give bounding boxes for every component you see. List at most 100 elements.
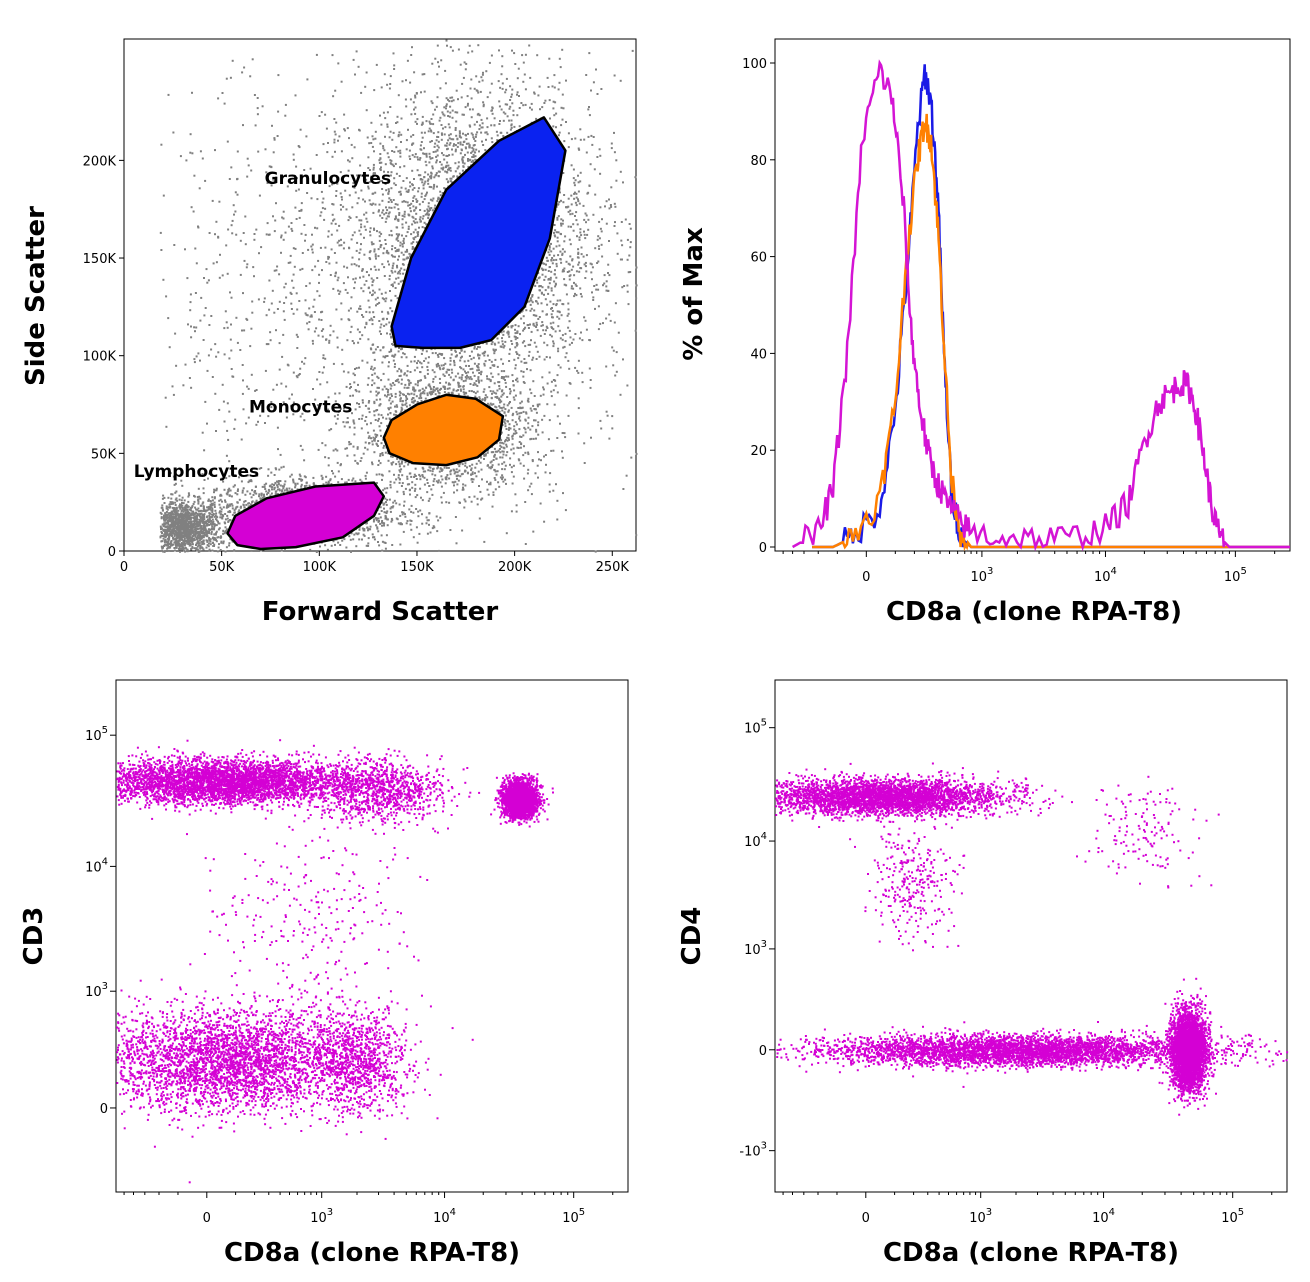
event-dot: [436, 480, 438, 482]
event-dot: [461, 378, 463, 380]
event-dot: [176, 497, 178, 499]
event-dot: [385, 515, 387, 517]
event-dot: [461, 530, 463, 532]
event-dot: [523, 445, 525, 447]
event-dot: [399, 400, 401, 402]
event-dot: [184, 499, 186, 501]
event-dot: [475, 380, 477, 382]
event-dot: [388, 394, 390, 396]
event-dot: [494, 479, 496, 481]
event-dot: [505, 454, 507, 456]
event-dot: [175, 517, 177, 519]
event-dot: [220, 513, 222, 515]
event-dot: [388, 399, 390, 401]
event-dot: [242, 490, 244, 492]
event-dot: [526, 368, 528, 370]
event-dot: [304, 475, 306, 477]
event-dot: [208, 531, 210, 533]
event-dot: [337, 462, 339, 464]
event-dot: [537, 404, 539, 406]
event-dot: [509, 457, 511, 459]
event-dot: [368, 442, 370, 444]
event-dot: [294, 486, 296, 488]
event-dot: [177, 517, 179, 519]
event-dot: [390, 412, 392, 414]
event-dot: [515, 395, 517, 397]
event-dot: [275, 482, 277, 484]
event-dot: [197, 542, 199, 544]
event-dot: [359, 406, 361, 408]
event-dot: [495, 488, 497, 490]
event-dot: [204, 532, 206, 534]
event-dot: [407, 483, 409, 485]
event-dot: [273, 484, 275, 486]
event-dot: [215, 512, 217, 514]
event-dot: [545, 454, 547, 456]
event-dot: [247, 503, 249, 505]
event-dot: [201, 546, 203, 548]
event-dot: [200, 545, 202, 547]
event-dot: [390, 521, 392, 523]
event-dot: [399, 471, 401, 473]
event-dot: [196, 547, 198, 549]
event-dot: [178, 540, 180, 542]
event-dot: [177, 510, 179, 512]
event-dot: [343, 538, 345, 540]
event-dot: [324, 544, 326, 546]
event-dot: [218, 522, 220, 524]
event-dot: [433, 478, 435, 480]
event-dot: [380, 379, 382, 381]
event-dot: [321, 475, 323, 477]
event-dot: [443, 492, 445, 494]
event-dot: [496, 458, 498, 460]
event-dot: [361, 539, 363, 541]
event-dot: [264, 488, 266, 490]
event-dot: [350, 551, 352, 553]
event-dot: [278, 469, 280, 471]
event-dot: [161, 517, 163, 519]
event-dot: [503, 443, 505, 445]
event-dot: [519, 416, 521, 418]
event-dot: [513, 452, 515, 454]
event-dot: [166, 505, 168, 507]
event-dot: [475, 392, 477, 394]
event-dot: [170, 513, 172, 515]
event-dot: [203, 548, 205, 550]
event-dot: [505, 465, 507, 467]
event-dot: [470, 469, 472, 471]
event-dot: [382, 454, 384, 456]
event-dot: [376, 474, 378, 476]
event-dot: [166, 532, 168, 534]
event-dot: [226, 515, 228, 517]
event-dot: [463, 385, 465, 387]
event-dot: [462, 473, 464, 475]
event-dot: [392, 507, 394, 509]
event-dot: [245, 504, 247, 506]
event-dot: [280, 454, 282, 456]
event-dot: [253, 494, 255, 496]
event-dot: [207, 540, 209, 542]
event-dot: [403, 531, 405, 533]
event-dot: [187, 529, 189, 531]
event-dot: [475, 475, 477, 477]
event-dot: [391, 518, 393, 520]
event-dot: [268, 468, 270, 470]
event-dot: [491, 393, 493, 395]
event-dot: [220, 499, 222, 501]
event-dot: [210, 506, 212, 508]
event-dot: [283, 466, 285, 468]
event-dot: [525, 413, 527, 415]
event-dot: [513, 448, 515, 450]
event-dot: [531, 425, 533, 427]
event-dot: [497, 470, 499, 472]
event-dot: [249, 493, 251, 495]
event-dot: [500, 401, 502, 403]
event-dot: [432, 388, 434, 390]
event-dot: [374, 538, 376, 540]
event-dot: [534, 395, 536, 397]
event-dot: [383, 447, 385, 449]
event-dot: [277, 486, 279, 488]
event-dot: [191, 546, 193, 548]
event-dot: [367, 542, 369, 544]
event-dot: [242, 492, 244, 494]
